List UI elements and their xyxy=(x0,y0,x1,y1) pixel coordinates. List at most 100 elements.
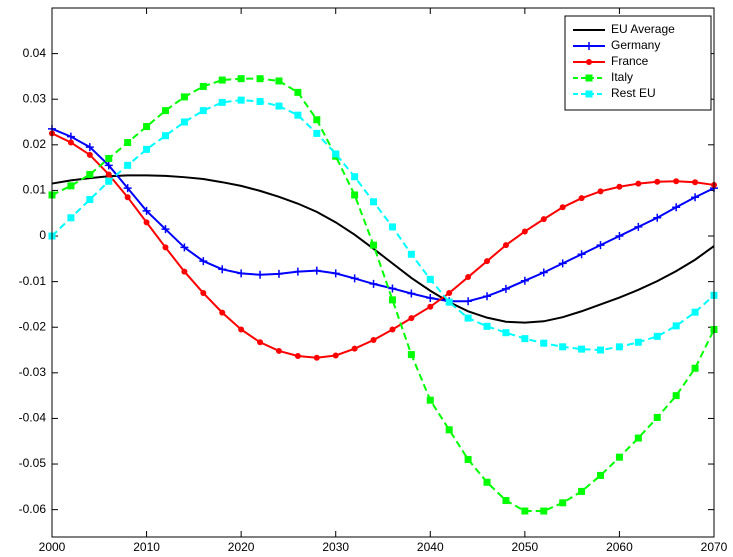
marker xyxy=(199,257,208,266)
series-line xyxy=(51,132,715,359)
y-tick-label: -0.02 xyxy=(19,319,47,333)
marker xyxy=(672,203,681,212)
marker xyxy=(275,77,283,85)
marker xyxy=(369,279,378,288)
marker xyxy=(143,219,150,226)
marker xyxy=(181,268,188,275)
marker xyxy=(256,97,264,105)
marker xyxy=(673,178,680,185)
marker xyxy=(597,471,605,479)
legend-label: Italy xyxy=(611,70,633,84)
marker xyxy=(331,269,340,278)
y-tick-label: -0.04 xyxy=(19,411,47,425)
marker xyxy=(408,315,415,322)
marker xyxy=(85,143,94,152)
marker xyxy=(634,434,642,442)
marker xyxy=(597,346,605,354)
marker xyxy=(388,284,397,293)
marker xyxy=(615,343,623,351)
marker xyxy=(521,335,529,343)
marker xyxy=(218,76,226,84)
marker xyxy=(446,290,453,297)
marker xyxy=(585,74,593,82)
marker xyxy=(672,392,680,400)
marker xyxy=(520,276,529,285)
plot-frame xyxy=(51,7,715,538)
marker xyxy=(275,102,283,110)
marker xyxy=(370,336,377,343)
marker xyxy=(351,345,358,352)
series-line xyxy=(51,174,715,324)
marker xyxy=(585,90,593,98)
marker xyxy=(559,499,567,507)
marker xyxy=(257,339,264,346)
marker xyxy=(502,329,510,337)
marker xyxy=(351,191,359,199)
marker xyxy=(426,275,434,283)
marker xyxy=(124,161,132,169)
marker xyxy=(445,298,453,306)
x-tick-label: 2010 xyxy=(133,540,160,554)
marker xyxy=(635,180,642,187)
marker xyxy=(389,326,396,333)
series-line xyxy=(51,127,715,303)
marker xyxy=(218,265,227,274)
marker xyxy=(351,173,359,181)
legend-label: Rest EU xyxy=(611,86,656,100)
marker xyxy=(465,274,472,281)
marker xyxy=(86,170,94,178)
marker xyxy=(256,75,264,83)
marker xyxy=(350,274,359,283)
marker xyxy=(332,352,339,359)
x-tick-label: 2070 xyxy=(701,540,728,554)
marker xyxy=(142,206,151,215)
legend-label: France xyxy=(611,54,649,68)
marker xyxy=(105,154,113,162)
marker xyxy=(502,497,510,505)
marker xyxy=(559,204,566,211)
marker xyxy=(597,188,604,195)
marker xyxy=(483,322,491,330)
legend: EU Average Germany France Italy Rest EU xyxy=(564,15,712,111)
marker xyxy=(653,332,661,340)
marker xyxy=(426,294,435,303)
marker xyxy=(558,259,567,268)
x-tick-label: 2050 xyxy=(512,540,539,554)
marker xyxy=(691,364,699,372)
marker xyxy=(66,132,75,141)
marker xyxy=(464,314,472,322)
marker xyxy=(502,242,509,249)
marker xyxy=(161,225,170,234)
marker xyxy=(275,347,282,354)
marker xyxy=(596,241,605,250)
marker xyxy=(162,244,169,251)
marker xyxy=(539,268,548,277)
marker xyxy=(370,241,378,249)
marker xyxy=(294,88,302,96)
marker xyxy=(501,284,510,293)
marker xyxy=(237,96,245,104)
y-tick-label: 0 xyxy=(39,228,46,242)
y-tick-label: 0.04 xyxy=(23,46,47,60)
marker xyxy=(218,98,226,106)
marker xyxy=(445,426,453,434)
marker xyxy=(161,107,169,115)
y-tick-label: -0.01 xyxy=(19,274,47,288)
marker xyxy=(654,178,661,185)
marker xyxy=(521,228,528,235)
marker xyxy=(521,507,529,515)
marker xyxy=(67,182,75,190)
x-tick-label: 2020 xyxy=(228,540,255,554)
marker xyxy=(407,351,415,359)
marker xyxy=(143,145,151,153)
marker xyxy=(104,161,113,170)
marker xyxy=(332,150,340,158)
marker xyxy=(634,338,642,346)
marker xyxy=(86,151,93,158)
marker xyxy=(692,179,699,186)
y-tick-label: -0.03 xyxy=(19,365,47,379)
marker xyxy=(653,213,662,222)
marker xyxy=(124,194,131,201)
y-tick-label: -0.05 xyxy=(19,456,47,470)
